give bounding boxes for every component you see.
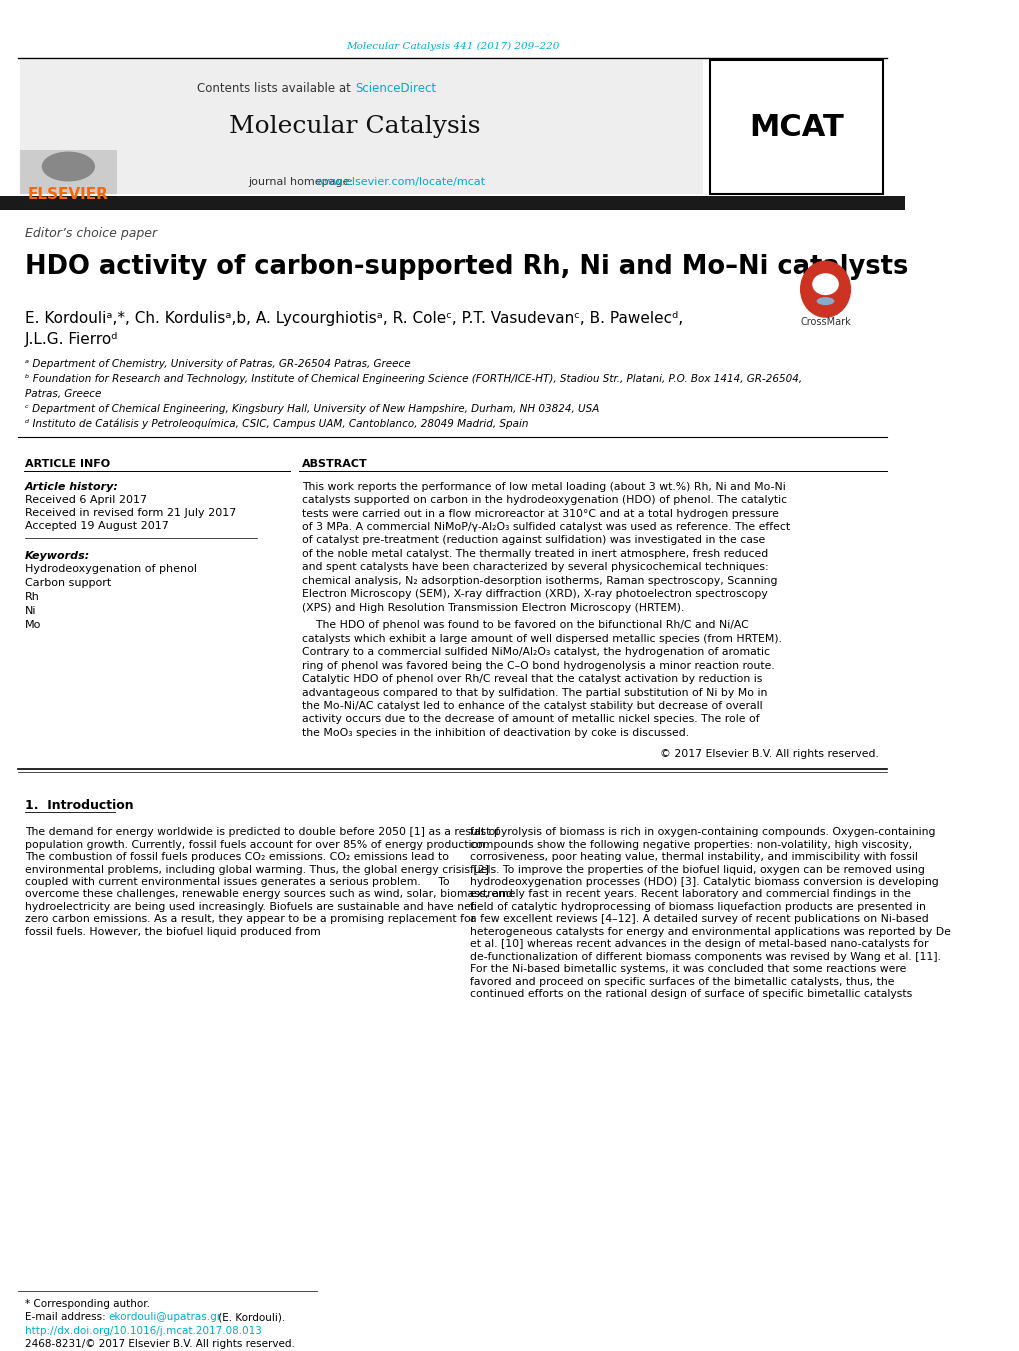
Ellipse shape bbox=[816, 297, 834, 305]
Text: ᵇ Foundation for Research and Technology, Institute of Chemical Engineering Scie: ᵇ Foundation for Research and Technology… bbox=[24, 374, 801, 384]
Text: of 3 MPa. A commercial NiMoP/γ-Al₂O₃ sulfided catalyst was used as reference. Th: of 3 MPa. A commercial NiMoP/γ-Al₂O₃ sul… bbox=[302, 521, 789, 532]
Text: Ni: Ni bbox=[24, 607, 37, 616]
Bar bbox=[0, 196, 905, 211]
Text: compounds show the following negative properties: non-volatility, high viscosity: compounds show the following negative pr… bbox=[470, 839, 912, 850]
Text: Keywords:: Keywords: bbox=[24, 551, 90, 562]
Text: CrossMark: CrossMark bbox=[799, 317, 850, 327]
Text: ᶜ Department of Chemical Engineering, Kingsbury Hall, University of New Hampshir: ᶜ Department of Chemical Engineering, Ki… bbox=[24, 404, 598, 413]
Text: fuels. To improve the properties of the biofuel liquid, oxygen can be removed us: fuels. To improve the properties of the … bbox=[470, 865, 924, 874]
Text: the Mo-Ni/AC catalyst led to enhance of the catalyst stability but decrease of o: the Mo-Ni/AC catalyst led to enhance of … bbox=[302, 701, 761, 711]
Text: ABSTRACT: ABSTRACT bbox=[302, 459, 367, 469]
Text: 1.  Introduction: 1. Introduction bbox=[24, 800, 133, 812]
Text: (E. Kordouli).: (E. Kordouli). bbox=[215, 1312, 284, 1323]
FancyBboxPatch shape bbox=[19, 150, 117, 195]
Text: ARTICLE INFO: ARTICLE INFO bbox=[24, 459, 110, 469]
Text: Hydrodeoxygenation of phenol: Hydrodeoxygenation of phenol bbox=[24, 565, 197, 574]
Text: chemical analysis, N₂ adsorption-desorption isotherms, Raman spectroscopy, Scann: chemical analysis, N₂ adsorption-desorpt… bbox=[302, 576, 776, 586]
Text: J.L.G. Fierroᵈ: J.L.G. Fierroᵈ bbox=[24, 332, 118, 347]
Text: catalysts which exhibit a large amount of well dispersed metallic species (from : catalysts which exhibit a large amount o… bbox=[302, 634, 781, 643]
Text: environmental problems, including global warming. Thus, the global energy crisis: environmental problems, including global… bbox=[24, 865, 488, 874]
Text: The HDO of phenol was found to be favored on the bifunctional Rh/C and Ni/AC: The HDO of phenol was found to be favore… bbox=[302, 620, 748, 630]
Text: and spent catalysts have been characterized by several physicochemical technique: and spent catalysts have been characteri… bbox=[302, 562, 767, 573]
Ellipse shape bbox=[811, 273, 838, 295]
Text: et al. [10] whereas recent advances in the design of metal-based nano-catalysts : et al. [10] whereas recent advances in t… bbox=[470, 939, 928, 950]
Text: catalysts supported on carbon in the hydrodeoxygenation (HDO) of phenol. The cat: catalysts supported on carbon in the hyd… bbox=[302, 494, 787, 505]
FancyBboxPatch shape bbox=[19, 59, 702, 195]
Text: hydrodeoxygenation processes (HDO) [3]. Catalytic biomass conversion is developi: hydrodeoxygenation processes (HDO) [3]. … bbox=[470, 877, 938, 888]
Text: Patras, Greece: Patras, Greece bbox=[24, 389, 101, 399]
Text: extremely fast in recent years. Recent laboratory and commercial findings in the: extremely fast in recent years. Recent l… bbox=[470, 889, 911, 900]
Text: E-mail address:: E-mail address: bbox=[24, 1312, 109, 1323]
Text: coupled with current environmental issues generates a serious problem.     To: coupled with current environmental issue… bbox=[24, 877, 449, 888]
Text: The combustion of fossil fuels produces CO₂ emissions. CO₂ emissions lead to: The combustion of fossil fuels produces … bbox=[24, 852, 448, 862]
Text: a few excellent reviews [4–12]. A detailed survey of recent publications on Ni-b: a few excellent reviews [4–12]. A detail… bbox=[470, 915, 928, 924]
Text: Rh: Rh bbox=[24, 592, 40, 603]
Text: ring of phenol was favored being the C–O bond hydrogenolysis a minor reaction ro: ring of phenol was favored being the C–O… bbox=[302, 661, 773, 670]
Text: overcome these challenges, renewable energy sources such as wind, solar, biomass: overcome these challenges, renewable ene… bbox=[24, 889, 513, 900]
Text: hydroelectricity are being used increasingly. Biofuels are sustainable and have : hydroelectricity are being used increasi… bbox=[24, 902, 475, 912]
Text: heterogeneous catalysts for energy and environmental applications was reported b: heterogeneous catalysts for energy and e… bbox=[470, 927, 951, 936]
Text: ᵈ Instituto de Catálisis y Petroleoquímica, CSIC, Campus UAM, Cantoblanco, 28049: ᵈ Instituto de Catálisis y Petroleoquími… bbox=[24, 419, 528, 430]
Text: journal homepage:: journal homepage: bbox=[249, 177, 357, 188]
Text: of catalyst pre-treatment (reduction against sulfidation) was investigated in th: of catalyst pre-treatment (reduction aga… bbox=[302, 535, 764, 546]
Text: http://dx.doi.org/10.1016/j.mcat.2017.08.013: http://dx.doi.org/10.1016/j.mcat.2017.08… bbox=[24, 1327, 262, 1336]
Text: Contrary to a commercial sulfided NiMo/Al₂O₃ catalyst, the hydrogenation of arom: Contrary to a commercial sulfided NiMo/A… bbox=[302, 647, 769, 657]
Text: For the Ni-based bimetallic systems, it was concluded that some reactions were: For the Ni-based bimetallic systems, it … bbox=[470, 965, 906, 974]
Text: Molecular Catalysis: Molecular Catalysis bbox=[229, 115, 480, 138]
Text: © 2017 Elsevier B.V. All rights reserved.: © 2017 Elsevier B.V. All rights reserved… bbox=[659, 750, 878, 759]
Text: activity occurs due to the decrease of amount of metallic nickel species. The ro: activity occurs due to the decrease of a… bbox=[302, 715, 759, 724]
Text: HDO activity of carbon-supported Rh, Ni and Mo–Ni catalysts: HDO activity of carbon-supported Rh, Ni … bbox=[24, 254, 907, 280]
Text: Catalytic HDO of phenol over Rh/C reveal that the catalyst activation by reducti: Catalytic HDO of phenol over Rh/C reveal… bbox=[302, 674, 761, 684]
Text: (XPS) and High Resolution Transmission Electron Microscopy (HRTEM).: (XPS) and High Resolution Transmission E… bbox=[302, 603, 684, 613]
Text: advantageous compared to that by sulfidation. The partial substitution of Ni by : advantageous compared to that by sulfida… bbox=[302, 688, 766, 697]
Text: zero carbon emissions. As a result, they appear to be a promising replacement fo: zero carbon emissions. As a result, they… bbox=[24, 915, 475, 924]
Text: Electron Microscopy (SEM), X-ray diffraction (XRD), X-ray photoelectron spectros: Electron Microscopy (SEM), X-ray diffrac… bbox=[302, 589, 767, 600]
Text: Article history:: Article history: bbox=[24, 481, 118, 492]
Text: Molecular Catalysis 441 (2017) 209–220: Molecular Catalysis 441 (2017) 209–220 bbox=[345, 42, 558, 51]
Text: Editor’s choice paper: Editor’s choice paper bbox=[24, 227, 157, 240]
Text: Carbon support: Carbon support bbox=[24, 578, 111, 588]
Text: of the noble metal catalyst. The thermally treated in inert atmosphere, fresh re: of the noble metal catalyst. The thermal… bbox=[302, 549, 767, 559]
Text: corrosiveness, poor heating value, thermal instability, and immiscibility with f: corrosiveness, poor heating value, therm… bbox=[470, 852, 917, 862]
Text: MCAT: MCAT bbox=[748, 113, 843, 142]
Text: Mo: Mo bbox=[24, 620, 41, 630]
Text: Received in revised form 21 July 2017: Received in revised form 21 July 2017 bbox=[24, 508, 236, 517]
Text: continued efforts on the rational design of surface of specific bimetallic catal: continued efforts on the rational design… bbox=[470, 989, 912, 1000]
Text: 2468-8231/© 2017 Elsevier B.V. All rights reserved.: 2468-8231/© 2017 Elsevier B.V. All right… bbox=[24, 1339, 294, 1350]
Text: favored and proceed on specific surfaces of the bimetallic catalysts, thus, the: favored and proceed on specific surfaces… bbox=[470, 977, 894, 986]
FancyBboxPatch shape bbox=[709, 59, 882, 195]
Text: www.elsevier.com/locate/mcat: www.elsevier.com/locate/mcat bbox=[315, 177, 485, 188]
Text: E. Kordouliᵃ,*, Ch. Kordulisᵃ,b, A. Lycourghiotisᵃ, R. Coleᶜ, P.T. Vasudevanᶜ, B: E. Kordouliᵃ,*, Ch. Kordulisᵃ,b, A. Lyco… bbox=[24, 311, 683, 326]
Text: Contents lists available at: Contents lists available at bbox=[198, 82, 355, 95]
Text: This work reports the performance of low metal loading (about 3 wt.%) Rh, Ni and: This work reports the performance of low… bbox=[302, 481, 785, 492]
Text: de-functionalization of different biomass components was revised by Wang et al. : de-functionalization of different biomas… bbox=[470, 952, 941, 962]
Text: ᵃ Department of Chemistry, University of Patras, GR-26504 Patras, Greece: ᵃ Department of Chemistry, University of… bbox=[24, 359, 410, 369]
Text: Received 6 April 2017: Received 6 April 2017 bbox=[24, 494, 147, 504]
Text: * Corresponding author.: * Corresponding author. bbox=[24, 1300, 150, 1309]
Text: ekordouli@upatras.gr: ekordouli@upatras.gr bbox=[108, 1312, 221, 1323]
Text: population growth. Currently, fossil fuels account for over 85% of energy produc: population growth. Currently, fossil fue… bbox=[24, 839, 488, 850]
Text: ELSEVIER: ELSEVIER bbox=[28, 188, 109, 203]
Circle shape bbox=[800, 261, 850, 317]
Text: the MoO₃ species in the inhibition of deactivation by coke is discussed.: the MoO₃ species in the inhibition of de… bbox=[302, 728, 688, 738]
Ellipse shape bbox=[42, 151, 95, 181]
Text: tests were carried out in a flow microreactor at 310°C and at a total hydrogen p: tests were carried out in a flow microre… bbox=[302, 508, 777, 519]
Text: Accepted 19 August 2017: Accepted 19 August 2017 bbox=[24, 520, 168, 531]
Text: The demand for energy worldwide is predicted to double before 2050 [1] as a resu: The demand for energy worldwide is predi… bbox=[24, 827, 498, 838]
Text: field of catalytic hydroprocessing of biomass liquefaction products are presente: field of catalytic hydroprocessing of bi… bbox=[470, 902, 925, 912]
Text: fossil fuels. However, the biofuel liquid produced from: fossil fuels. However, the biofuel liqui… bbox=[24, 927, 320, 936]
Text: fast pyrolysis of biomass is rich in oxygen-containing compounds. Oxygen-contain: fast pyrolysis of biomass is rich in oxy… bbox=[470, 827, 935, 838]
Text: ScienceDirect: ScienceDirect bbox=[355, 82, 436, 95]
